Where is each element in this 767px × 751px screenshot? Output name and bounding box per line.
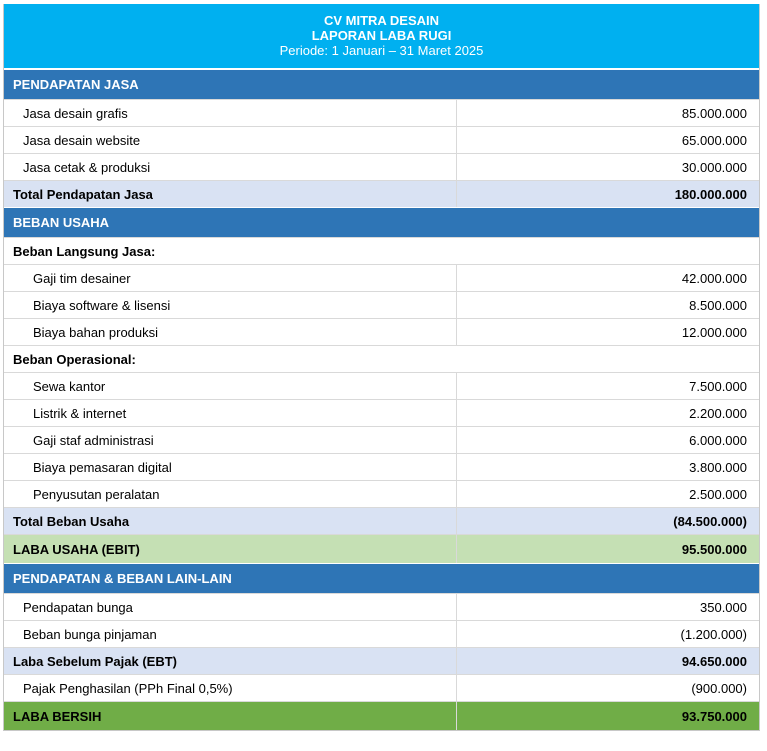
net-profit-amount: 93.750.000 [681,708,747,724]
table-row: Jasa desain grafis 85.000.000 [4,99,759,126]
section-title: PENDAPATAN & BEBAN LAIN-LAIN [13,571,232,586]
row-label: Beban bunga pinjaman [4,621,457,647]
ebit-amount: 95.500.000 [681,541,747,557]
tax-label: Pajak Penghasilan (PPh Final 0,5%) [4,675,457,701]
row-label: Biaya pemasaran digital [4,454,457,480]
ebt-row: Laba Sebelum Pajak (EBT) 94.650.000 [4,647,759,674]
net-profit-row: LABA BERSIH 93.750.000 [4,701,759,730]
table-row: Listrik & internet 2.200.000 [4,399,759,426]
row-label: Jasa desain website [4,127,457,153]
total-expenses-row: Total Beban Usaha (84.500.000) [4,507,759,534]
section-title: BEBAN USAHA [13,215,110,230]
report-title: LAPORAN LABA RUGI [311,28,452,43]
row-label: Gaji staf administrasi [4,427,457,453]
table-row: Sewa kantor 7.500.000 [4,372,759,399]
row-amount: 85.000.000 [681,105,747,121]
row-label: Biaya bahan produksi [4,319,457,345]
row-amount: 7.500.000 [689,378,747,394]
table-row: Penyusutan peralatan 2.500.000 [4,480,759,507]
row-label: Gaji tim desainer [4,265,457,291]
table-row: Gaji tim desainer 42.000.000 [4,264,759,291]
ebit-label: LABA USAHA (EBIT) [4,535,457,563]
row-label: Biaya software & lisensi [4,292,457,318]
row-amount: 8.500.000 [689,297,747,313]
table-row: Biaya pemasaran digital 3.800.000 [4,453,759,480]
tax-amount: (900.000) [691,680,747,696]
row-label: Penyusutan peralatan [4,481,457,507]
report-period: Periode: 1 Januari – 31 Maret 2025 [279,43,484,58]
table-row: Biaya bahan produksi 12.000.000 [4,318,759,345]
total-label: Total Pendapatan Jasa [4,181,457,207]
net-profit-label: LABA BERSIH [4,702,457,730]
row-amount: 2.200.000 [689,405,747,421]
group-direct-costs: Beban Langsung Jasa: [4,237,759,264]
table-row: Jasa desain website 65.000.000 [4,126,759,153]
table-row: Pendapatan bunga 350.000 [4,593,759,620]
row-label: Pendapatan bunga [4,594,457,620]
tax-row: Pajak Penghasilan (PPh Final 0,5%) (900.… [4,674,759,701]
row-amount: 6.000.000 [689,432,747,448]
row-label: Jasa desain grafis [4,100,457,126]
row-amount: 30.000.000 [681,159,747,175]
total-amount: 180.000.000 [674,186,747,202]
row-label: Sewa kantor [4,373,457,399]
ebit-row: LABA USAHA (EBIT) 95.500.000 [4,534,759,563]
section-other: PENDAPATAN & BEBAN LAIN-LAIN [4,563,759,593]
table-row: Jasa cetak & produksi 30.000.000 [4,153,759,180]
row-label: Jasa cetak & produksi [4,154,457,180]
income-statement: CV MITRA DESAIN LAPORAN LABA RUGI Period… [3,4,760,731]
group-title: Beban Langsung Jasa: [13,243,156,259]
row-amount: 65.000.000 [681,132,747,148]
table-row: Beban bunga pinjaman (1.200.000) [4,620,759,647]
table-row: Gaji staf administrasi 6.000.000 [4,426,759,453]
section-expenses: BEBAN USAHA [4,207,759,237]
section-title: PENDAPATAN JASA [13,77,139,92]
total-label: Total Beban Usaha [4,508,457,534]
ebt-label: Laba Sebelum Pajak (EBT) [4,648,457,674]
total-revenue-row: Total Pendapatan Jasa 180.000.000 [4,180,759,207]
row-amount: 3.800.000 [689,459,747,475]
section-revenue: PENDAPATAN JASA [4,69,759,99]
total-amount: (84.500.000) [673,513,747,529]
group-operational-costs: Beban Operasional: [4,345,759,372]
row-label: Listrik & internet [4,400,457,426]
table-row: Biaya software & lisensi 8.500.000 [4,291,759,318]
ebt-amount: 94.650.000 [681,653,747,669]
row-amount: (1.200.000) [680,626,748,642]
group-title: Beban Operasional: [13,351,136,367]
row-amount: 42.000.000 [681,270,747,286]
row-amount: 350.000 [700,599,747,615]
row-amount: 12.000.000 [681,324,747,340]
row-amount: 2.500.000 [689,486,747,502]
report-header: CV MITRA DESAIN LAPORAN LABA RUGI Period… [4,4,759,69]
company-name: CV MITRA DESAIN [323,13,440,28]
